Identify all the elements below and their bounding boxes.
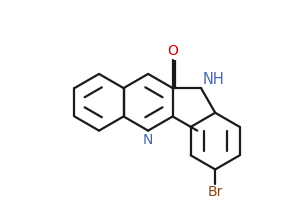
Text: Br: Br xyxy=(207,185,223,199)
Text: NH: NH xyxy=(202,72,224,87)
Text: N: N xyxy=(143,132,153,147)
Text: O: O xyxy=(167,44,178,58)
